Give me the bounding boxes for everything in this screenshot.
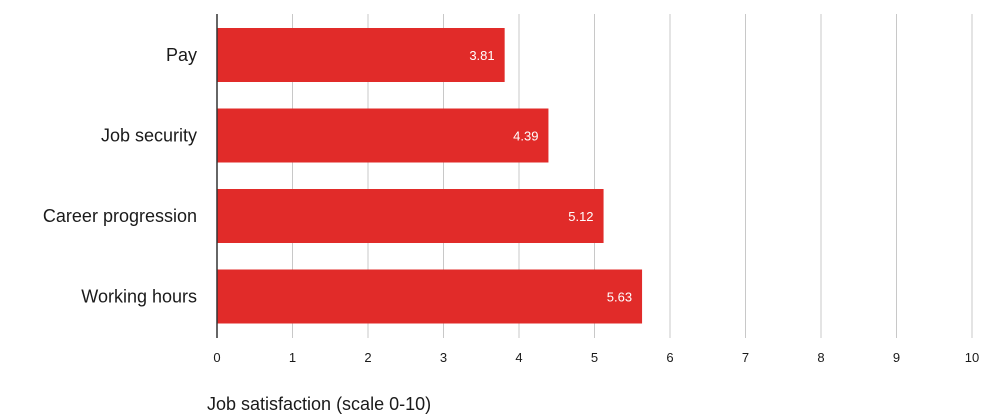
x-tick-label-2: 2 [364,350,371,365]
bar-working-hours [217,269,643,324]
data-label-career-progression: 5.12 [568,209,593,224]
x-tick-label-5: 5 [591,350,598,365]
category-labels: Pay Job security Career progression Working… [43,45,197,307]
x-tick-label-8: 8 [817,350,824,365]
x-tick-labels: 0 1 2 3 4 5 6 7 8 9 10 [213,350,979,365]
x-tick-label-4: 4 [515,350,522,365]
x-tick-label-3: 3 [440,350,447,365]
category-label-pay: Pay [166,45,197,65]
data-label-working-hours: 5.63 [607,290,632,305]
x-tick-label-7: 7 [742,350,749,365]
data-label-pay: 3.81 [469,48,494,63]
x-tick-label-0: 0 [213,350,220,365]
category-label-job-security: Job security [101,126,197,146]
x-tick-label-1: 1 [289,350,296,365]
category-label-working-hours: Working hours [81,287,197,307]
bar-pay [217,28,505,82]
x-tick-label-6: 6 [666,350,673,365]
x-tick-label-10: 10 [965,350,979,365]
data-label-job-security: 4.39 [513,129,538,144]
x-axis-title: Job satisfaction (scale 0-10) [207,394,431,414]
bar-job-security [217,108,549,163]
bar-career-progression [217,189,604,243]
category-label-career-progression: Career progression [43,206,197,226]
bars: 3.81 4.39 5.12 5.63 [217,28,643,324]
x-tick-label-9: 9 [893,350,900,365]
